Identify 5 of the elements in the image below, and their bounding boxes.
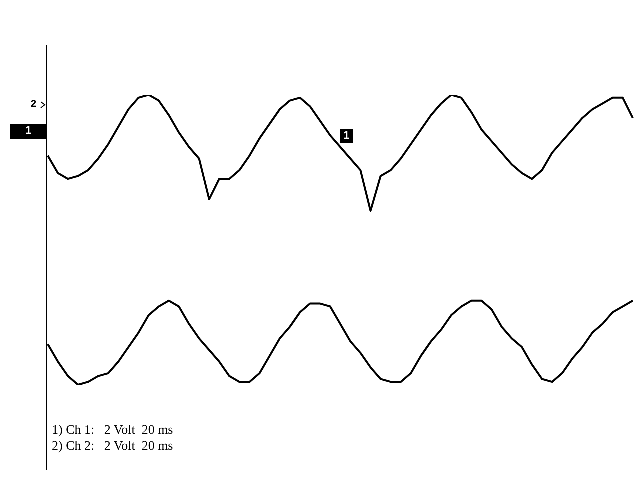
text: 2: [31, 99, 37, 110]
text: 1) Ch 1: 2 Volt 20 ms: [52, 422, 174, 438]
text: 2) Ch 2: 2 Volt 20 ms: [52, 438, 174, 454]
annotation: 1: [340, 129, 353, 143]
text: 1: [10, 124, 47, 139]
